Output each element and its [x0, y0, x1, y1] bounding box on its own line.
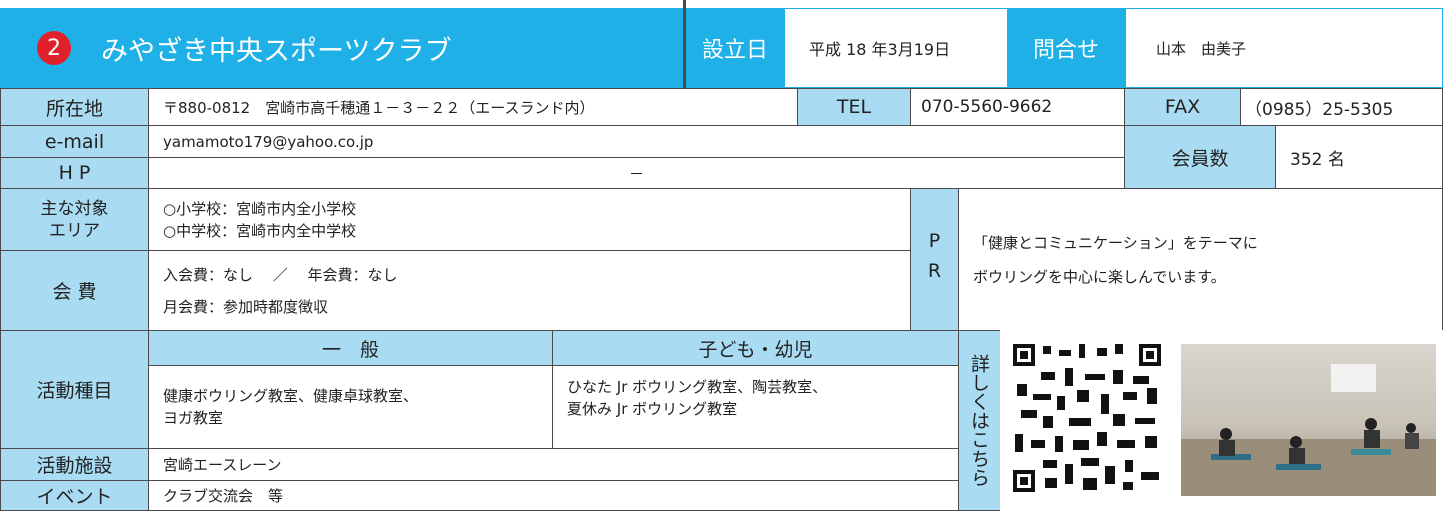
text: PR	[923, 229, 946, 290]
label: PR	[910, 188, 959, 331]
text: 月会費：参加時都度徴収	[163, 297, 329, 316]
text: 所在地	[45, 97, 103, 120]
text: 詳しくはこちら	[968, 354, 990, 487]
text: （0985）25-5305	[1245, 99, 1394, 120]
label: 一 般	[148, 330, 553, 366]
divider	[683, 0, 686, 88]
value: ○小学校：宮崎市内全小学校 ○中学校：宮崎市内全中学校	[148, 188, 911, 251]
text: 活動種目	[36, 380, 113, 402]
media	[1000, 330, 1443, 511]
label: FAX	[1124, 88, 1241, 126]
text: TEL	[836, 96, 872, 118]
text: 問合せ	[1032, 38, 1099, 63]
value: 〒880-0812 宮崎市高千穂通１－３－２２（エースランド内）	[148, 88, 798, 126]
label: 会 費	[0, 250, 149, 331]
label: 活動施設	[0, 448, 149, 481]
value: －	[148, 157, 1125, 189]
text: 会 費	[52, 281, 97, 303]
text: クラブ交流会 等	[163, 487, 284, 505]
text: 一 般	[321, 338, 379, 361]
value: （0985）25-5305	[1240, 88, 1443, 126]
text: 「健康とコミュニケーション」をテーマに	[973, 233, 1258, 252]
value: yamamoto179@yahoo.co.jp	[148, 125, 1125, 158]
text: イベント	[36, 486, 113, 508]
title-cell: 2 みやざき中央スポーツクラブ	[0, 8, 684, 88]
text: 夏休み Jr ボウリング教室	[567, 400, 738, 418]
text: 健康ボウリング教室、健康卓球教室、	[163, 387, 419, 405]
media-art	[1013, 344, 1436, 496]
text: H P	[58, 162, 91, 184]
text: 主な対象	[40, 198, 109, 219]
value: 入会費：なし ／ 年会費：なし 月会費：参加時都度徴収	[148, 250, 911, 331]
text: 平成 18 年3月19日	[809, 40, 951, 59]
label: TEL	[797, 88, 911, 126]
text: －	[628, 164, 644, 183]
label: 詳しくはこちら	[958, 330, 1001, 511]
value: 宮崎エースレーン	[148, 448, 959, 481]
label: 活動種目	[0, 330, 149, 449]
value: 「健康とコミュニケーション」をテーマに ボウリングを中心に楽しんでいます。	[958, 188, 1443, 331]
value: 健康ボウリング教室、健康卓球教室、 ヨガ教室	[148, 365, 553, 449]
label: 問合せ	[1007, 8, 1125, 88]
value: ひなた Jr ボウリング教室、陶芸教室、 夏休み Jr ボウリング教室	[552, 365, 959, 449]
value: 070-5560-9662	[910, 88, 1125, 126]
text: ヨガ教室	[163, 409, 224, 427]
text: ひなた Jr ボウリング教室、陶芸教室、	[567, 378, 828, 396]
value: 山本 由美子	[1125, 8, 1443, 88]
text: ボウリングを中心に楽しんでいます。	[973, 267, 1226, 286]
text: エリア	[49, 220, 100, 241]
text: 会員数	[1171, 147, 1229, 170]
value: クラブ交流会 等	[148, 480, 959, 511]
text: FAX	[1164, 96, 1201, 118]
text: 〒880-0812 宮崎市高千穂通１－３－２２（エースランド内）	[163, 98, 595, 117]
club-number: 2	[37, 31, 71, 65]
text: yamamoto179@yahoo.co.jp	[163, 132, 374, 151]
text: 宮崎エースレーン	[163, 456, 282, 474]
text: 入会費：なし ／ 年会費：なし	[163, 265, 398, 284]
club-photo	[1181, 344, 1436, 496]
label: H P	[0, 157, 149, 189]
label: e-mail	[0, 125, 149, 158]
label: 設立日	[686, 8, 784, 88]
text: 子ども・幼児	[698, 338, 813, 361]
value: 352 名	[1275, 125, 1443, 189]
club-title: みやざき中央スポーツクラブ	[101, 35, 452, 67]
text: ○小学校：宮崎市内全小学校	[163, 199, 357, 218]
label: 子ども・幼児	[552, 330, 959, 366]
text: 山本 由美子	[1156, 39, 1247, 58]
value: 平成 18 年3月19日	[784, 8, 1008, 88]
label: 会員数	[1124, 125, 1276, 189]
text: 070-5560-9662	[921, 97, 1053, 117]
text: e-mail	[44, 130, 105, 153]
label: 所在地	[0, 88, 149, 126]
text: ○中学校：宮崎市内全中学校	[163, 221, 357, 240]
label: イベント	[0, 480, 149, 511]
text: 活動施設	[36, 455, 113, 477]
label: 主な対象 エリア	[0, 188, 149, 251]
qr-code[interactable]	[1013, 344, 1161, 492]
text: 352 名	[1290, 149, 1345, 170]
text: 設立日	[701, 38, 768, 63]
